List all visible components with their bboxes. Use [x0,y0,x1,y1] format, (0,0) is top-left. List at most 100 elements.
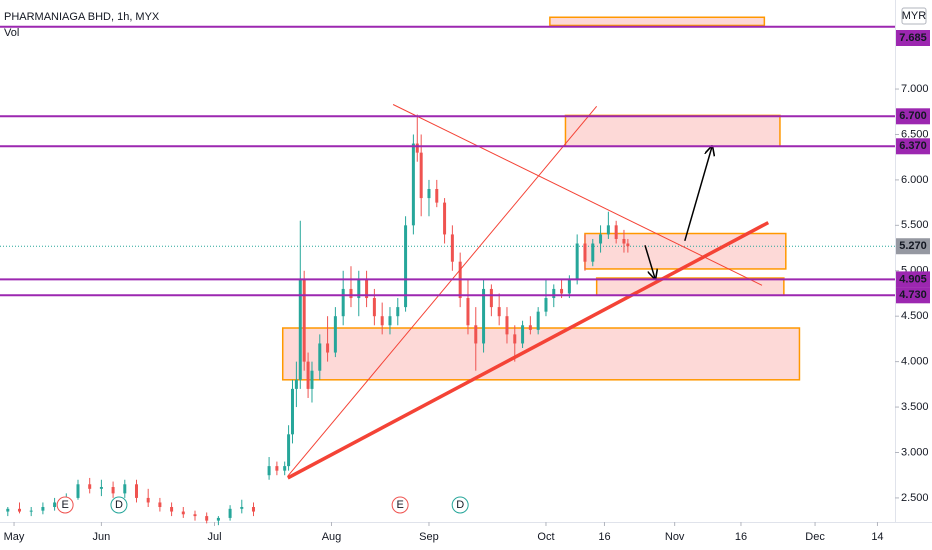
candle-body [193,514,197,517]
candle-body [76,484,80,498]
last-price-box [896,238,930,255]
y-tick-label: 6.500 [901,128,929,140]
event-label: E [396,499,403,511]
chart-title: PHARMANIAGA BHD, 1h, MYX [4,11,160,23]
candle-body [99,487,103,489]
candle-body [205,516,209,521]
candle-body [146,497,150,503]
level-label-box [896,287,930,304]
level-label: 6.700 [899,110,927,122]
zone [549,16,766,27]
event-marker [110,496,128,514]
x-tick-label: May [4,531,25,543]
y-tick-label: 5.500 [901,219,929,231]
candle-body [349,288,353,299]
candle-body [404,225,408,308]
candle-body [158,502,162,508]
candle-body [29,510,33,512]
x-tick-label: 14 [871,531,883,543]
candle-body [251,507,255,512]
y-tick-label: 4.000 [901,356,929,368]
candle-body [606,225,610,235]
level-label-box [896,30,930,46]
event-label: D [456,499,464,511]
level-label: 7.685 [899,32,927,44]
candle-body [443,202,447,235]
candle-body [415,143,419,153]
zone [564,114,781,148]
event-label: E [61,499,68,511]
candle-body [41,507,45,511]
level-label: 4.730 [899,289,927,301]
y-tick-label: 6.000 [901,174,929,186]
last-price-label: 5.270 [899,240,927,252]
trendline [287,105,598,477]
candle-body [302,279,306,362]
candle-body [181,511,185,515]
y-tick-label: 7.000 [901,83,929,95]
candle-body [134,484,138,498]
candle-body [123,484,127,494]
candle-body [275,466,279,471]
candle-body [240,507,244,509]
x-tick-label: 16 [598,531,610,543]
candle-body [267,466,271,476]
candle-body [560,288,564,294]
candle-body [306,361,310,389]
candle-body [111,487,115,494]
candle-body [626,243,630,247]
candle-body [380,316,384,326]
candle-body [544,298,548,312]
candle-body [310,370,314,389]
y-tick-label: 4.500 [901,310,929,322]
candle-body [53,502,57,508]
y-tick-label: 2.500 [901,492,929,504]
candle-body [489,288,493,308]
candle-body [575,243,579,280]
arrow [684,146,712,241]
candle-body [474,325,478,344]
event-marker [391,496,409,514]
candle-body [567,279,571,294]
candle-body [365,279,369,299]
candle-body [411,143,415,226]
candle-body [216,517,220,521]
candle-body [622,238,626,244]
candle-body [591,243,595,262]
level-label-box [896,108,930,125]
candle-body [505,316,509,335]
candle-body [333,316,337,353]
candle-body [599,234,603,244]
y-tick-label: 3.500 [901,401,929,413]
candle-body [450,234,454,262]
candle-body [583,243,587,262]
candle-body [552,288,556,299]
candle-body [521,325,525,344]
level-label: 4.905 [899,273,927,285]
candle-body [6,508,10,512]
candle-body [17,508,21,512]
candle-body [88,484,92,489]
candle-body [294,379,298,389]
x-tick-label: Jul [207,531,221,543]
candle-body [287,434,291,467]
candle-body [497,307,501,317]
event-marker [451,496,469,514]
currency-label: MYR [902,10,927,22]
x-tick-label: Aug [322,531,342,543]
candle-body [372,298,376,317]
candle-body [170,507,174,512]
candle-body [283,466,287,471]
zone [595,277,785,297]
candle-body [326,343,330,353]
x-tick-label: 16 [735,531,747,543]
x-tick-label: Oct [537,531,554,543]
candle-body [228,508,232,518]
zone [281,327,801,381]
y-tick-label: 3.000 [901,446,929,458]
level-label-box [896,271,930,288]
candle-body [614,225,618,239]
trendline [286,221,770,480]
event-marker [56,496,74,514]
